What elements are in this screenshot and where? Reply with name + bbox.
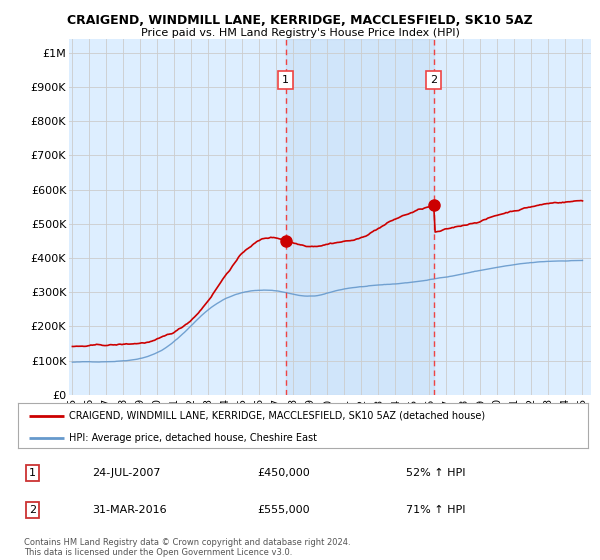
Text: HPI: Average price, detached house, Cheshire East: HPI: Average price, detached house, Ches…: [70, 433, 317, 443]
Text: Price paid vs. HM Land Registry's House Price Index (HPI): Price paid vs. HM Land Registry's House …: [140, 28, 460, 38]
Text: 24-JUL-2007: 24-JUL-2007: [92, 468, 161, 478]
Text: 1: 1: [282, 75, 289, 85]
Text: 2: 2: [29, 505, 36, 515]
Text: 71% ↑ HPI: 71% ↑ HPI: [406, 505, 465, 515]
Text: £450,000: £450,000: [257, 468, 310, 478]
Text: £555,000: £555,000: [257, 505, 310, 515]
Text: 52% ↑ HPI: 52% ↑ HPI: [406, 468, 465, 478]
Text: CRAIGEND, WINDMILL LANE, KERRIDGE, MACCLESFIELD, SK10 5AZ: CRAIGEND, WINDMILL LANE, KERRIDGE, MACCL…: [67, 14, 533, 27]
Text: 2: 2: [430, 75, 437, 85]
Text: 31-MAR-2016: 31-MAR-2016: [92, 505, 167, 515]
Text: CRAIGEND, WINDMILL LANE, KERRIDGE, MACCLESFIELD, SK10 5AZ (detached house): CRAIGEND, WINDMILL LANE, KERRIDGE, MACCL…: [70, 410, 485, 421]
Text: Contains HM Land Registry data © Crown copyright and database right 2024.
This d: Contains HM Land Registry data © Crown c…: [24, 538, 350, 557]
Text: 1: 1: [29, 468, 36, 478]
Bar: [286, 39, 434, 395]
